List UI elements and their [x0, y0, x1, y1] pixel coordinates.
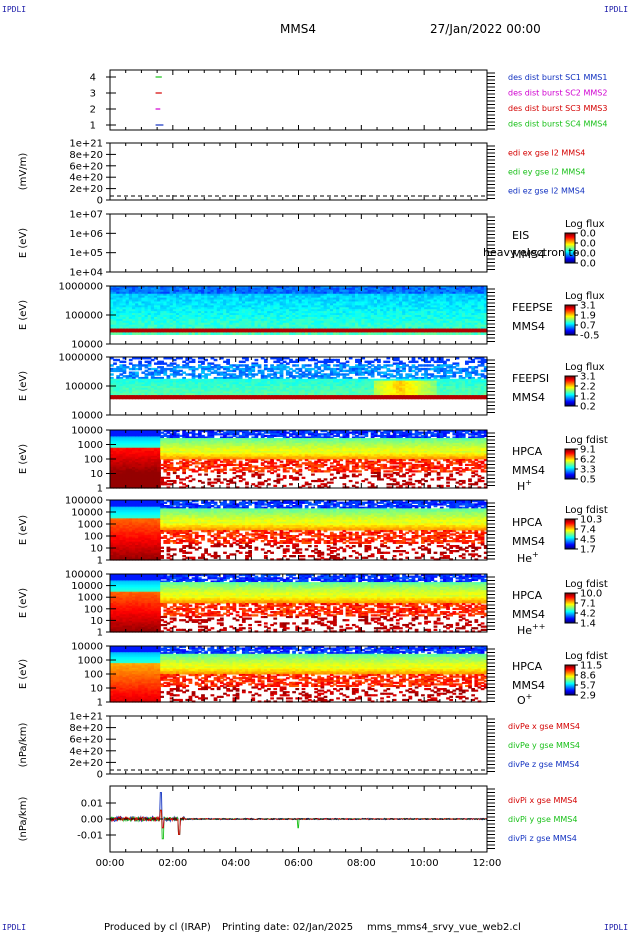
feepsi-cell — [251, 370, 255, 372]
feepsi-cell — [255, 359, 259, 361]
feepse-colorbar-label: -0.5 — [580, 331, 600, 342]
feepsi-cell — [192, 361, 196, 363]
feepse-ytick-label: 10000 — [71, 340, 103, 351]
edi-ytick-label: 0 — [97, 196, 103, 207]
eis-overlay-text: heavy electron to — [483, 246, 580, 259]
feepse-spacecraft-label: MMS4 — [512, 320, 545, 333]
feepsi-cell — [371, 375, 375, 377]
feepse-ytick-label: 1000000 — [58, 282, 103, 293]
edi-ytick-label: 6e+20 — [69, 161, 103, 172]
eis-ytick-label: 1e+06 — [69, 229, 103, 240]
summary-plot: IPDLI IPDLI MMS4 27/Jan/2022 00:00 4 3 2 1 des d… — [0, 0, 630, 934]
feepse-ylabel: E (eV) — [18, 300, 29, 330]
eis-instrument-label: EIS — [512, 229, 529, 242]
burst-ytick-label: 3 — [90, 89, 96, 100]
feepsi-cell — [308, 364, 312, 366]
feepsi-cell — [123, 372, 127, 374]
burst-ytick-label: 2 — [90, 105, 96, 116]
feepsi-cell — [204, 359, 208, 361]
edi-ytick-label: 2e+20 — [69, 184, 103, 195]
feepsi-cell — [214, 359, 218, 361]
feepsi-cell — [201, 362, 205, 364]
feepsi-cell — [346, 361, 350, 363]
edi-ytick-label: 4e+20 — [69, 173, 103, 184]
edi-ylabel: (mV/m) — [18, 153, 29, 191]
edi-legend-entry: edi ex gse l2 MMS4 — [508, 149, 585, 158]
eis-frame — [110, 214, 487, 272]
header-mission: MMS4 — [280, 22, 316, 36]
burst-ytick-label: 4 — [90, 73, 96, 84]
burst-legend-entry: des dist burst SC4 MMS4 — [508, 119, 607, 128]
feepsi-cell — [138, 368, 142, 370]
feepsi-cell — [377, 361, 381, 363]
feepsi-cell — [258, 366, 262, 368]
eis-colorbar-label: 0.0 — [580, 259, 596, 270]
burst-legend-entry: des dist burst SC1 MMS1 — [508, 73, 607, 82]
feepse-spectrogram — [110, 286, 488, 335]
feepsi-cell — [264, 361, 268, 363]
eis-ytick-label: 1e+05 — [69, 248, 103, 259]
feepsi-cell — [113, 362, 117, 364]
feepse-instrument-label: FEEPSE — [512, 301, 553, 314]
feepsi-cell — [148, 364, 152, 366]
eis-ylabel: E (eV) — [18, 228, 29, 258]
burst-legend-entry: des dist burst SC3 MMS3 — [508, 104, 607, 113]
edi-ytick-label: 1e+21 — [69, 139, 103, 150]
burst-legend-entry: des dist burst SC2 MMS2 — [508, 88, 607, 97]
edi-frame — [110, 143, 487, 200]
feepsi-spectrogram — [110, 357, 488, 399]
edi-legend-entry: edi ez gse l2 MMS4 — [508, 187, 585, 196]
feepsi-cell — [295, 364, 299, 366]
feepse-ytick-label: 100000 — [65, 311, 103, 322]
eis-ytick-label: 1e+04 — [69, 268, 103, 279]
corner-label-top-left: IPDLI — [2, 5, 26, 14]
burst-ytick-label: 1 — [90, 121, 96, 132]
burst-frame — [110, 70, 487, 130]
feepsi-cell — [123, 361, 127, 363]
corner-label-top-right: IPDLI — [604, 5, 628, 14]
feepsi-cell — [386, 361, 390, 363]
edi-ytick-label: 8e+20 — [69, 150, 103, 161]
header-date: 27/Jan/2022 00:00 — [430, 22, 541, 36]
feepsi-cell — [110, 373, 114, 375]
edi-legend-entry: edi ey gse l2 MMS4 — [508, 168, 586, 177]
feepsi-cell — [245, 359, 249, 361]
eis-ytick-label: 1e+07 — [69, 210, 103, 221]
